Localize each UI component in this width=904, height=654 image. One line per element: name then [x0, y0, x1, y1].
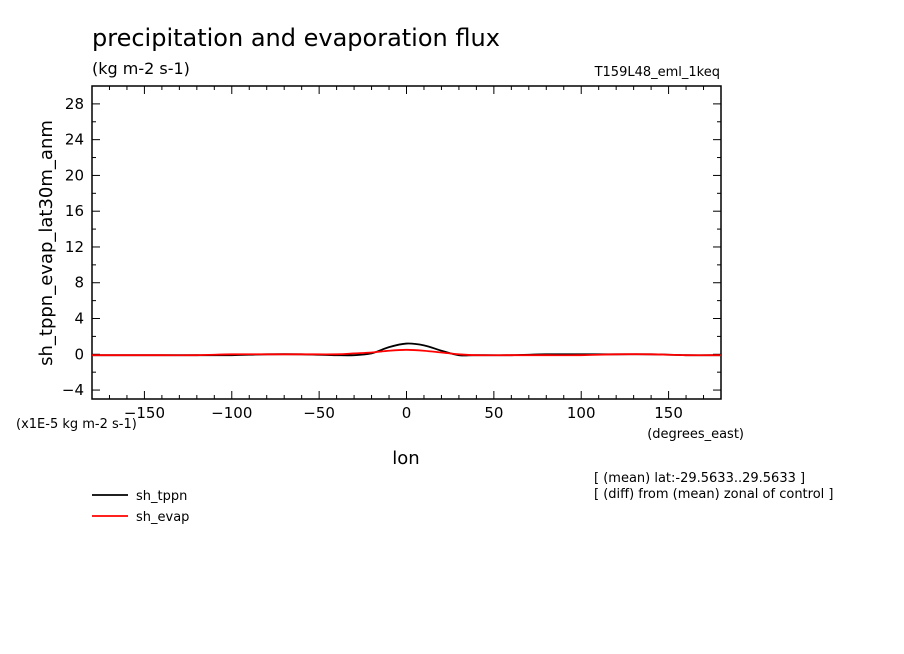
y-scale-note: (x1E-5 kg m-2 s-1)	[16, 417, 137, 432]
y-tick-label: 20	[65, 166, 84, 184]
legend-label-sh-tppn: sh_tppn	[136, 489, 187, 504]
x-axis: −150 −100 −50 0 50 100 150	[108, 86, 705, 422]
y-tick-label: 0	[74, 345, 84, 363]
note-mean-lat: [ (mean) lat:-29.5633..29.5633 ]	[594, 471, 805, 486]
x-tick-label: 150	[654, 404, 683, 422]
y-tick-label: 16	[65, 202, 84, 220]
units-label: (kg m-2 s-1)	[92, 59, 190, 78]
series-line-sh-evap	[92, 348, 722, 357]
x-tick-label: −100	[211, 404, 252, 422]
x-tick-label: −150	[124, 404, 165, 422]
y-tick-label: 24	[65, 131, 84, 149]
legend: sh_tppn sh_evap	[92, 489, 189, 525]
experiment-label: T159L48_eml_1keq	[594, 65, 720, 80]
x-tick-label: 0	[402, 404, 412, 422]
y-axis: −4 0 4 8 12 16 20 24 28	[62, 85, 721, 399]
note-diff-control: [ (diff) from (mean) zonal of control ]	[594, 487, 833, 502]
y-tick-label: 4	[74, 310, 84, 328]
y-axis-label: sh_tppn_evap_lat30m_anm	[36, 120, 57, 366]
x-tick-label: 100	[567, 404, 596, 422]
x-axis-label: lon	[392, 448, 419, 469]
y-tick-label: 28	[65, 95, 84, 113]
y-tick-label: −4	[62, 381, 84, 399]
chart-title: precipitation and evaporation flux	[92, 24, 500, 52]
y-tick-label: 8	[74, 274, 84, 292]
legend-label-sh-evap: sh_evap	[136, 510, 189, 525]
plot-frame	[91, 85, 722, 400]
x-units-label: (degrees_east)	[647, 427, 744, 442]
x-tick-label: 50	[484, 404, 503, 422]
x-tick-label: −50	[303, 404, 335, 422]
y-tick-label: 12	[65, 238, 84, 256]
series-lines	[92, 342, 722, 357]
